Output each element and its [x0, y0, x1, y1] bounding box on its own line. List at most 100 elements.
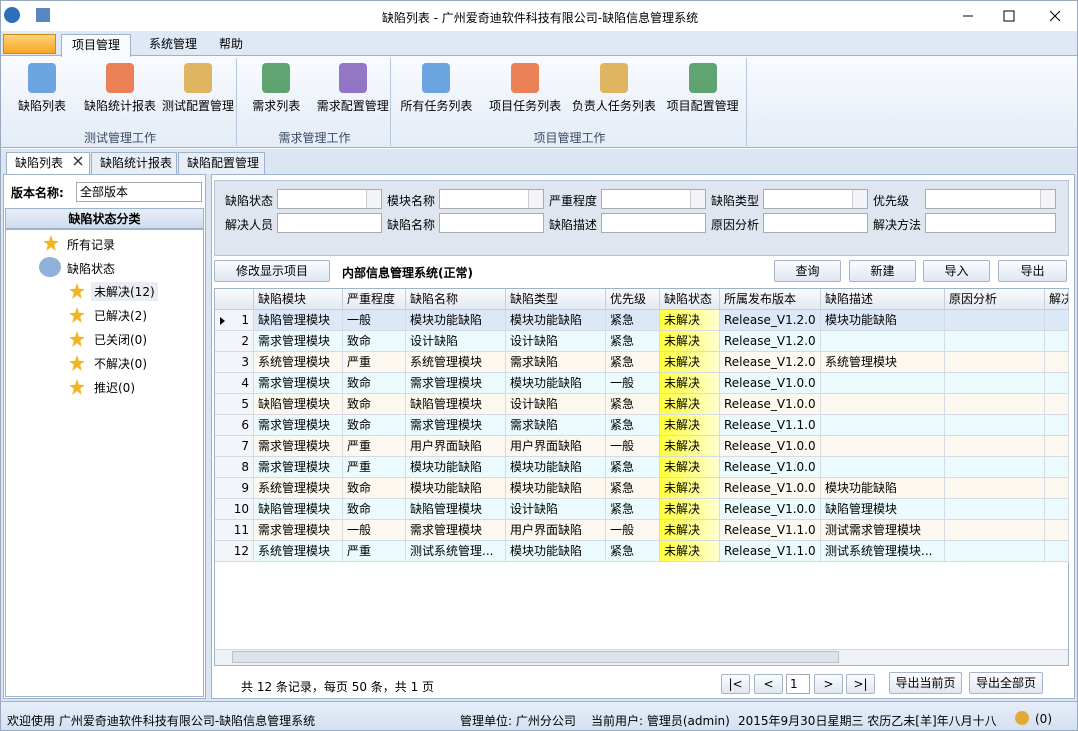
table-cell[interactable]: Release_V1.0.0 [720, 394, 821, 415]
table-cell[interactable] [945, 436, 1045, 457]
table-cell[interactable]: 用户界面缺陷 [406, 436, 506, 457]
table-cell[interactable]: Release_V1.2.0 [720, 352, 821, 373]
table-cell[interactable] [945, 352, 1045, 373]
table-cell[interactable] [821, 394, 945, 415]
edit-columns-button[interactable]: 修改显示项目 [214, 260, 330, 282]
tree-node[interactable]: 已解决(2) [94, 309, 147, 323]
ribbon-icon[interactable] [106, 63, 134, 93]
toolbar-button[interactable]: 导出 [998, 260, 1067, 282]
table-cell[interactable] [945, 415, 1045, 436]
column-header[interactable]: 缺陷状态 [660, 289, 720, 310]
table-cell[interactable]: 设计缺陷 [506, 499, 606, 520]
table-cell[interactable] [821, 373, 945, 394]
filter-input[interactable] [439, 189, 544, 209]
table-cell[interactable]: 未解决 [660, 415, 720, 436]
table-cell[interactable]: Release_V1.2.0 [720, 331, 821, 352]
table-cell[interactable]: 系统管理模块 [254, 352, 343, 373]
table-cell[interactable]: 缺陷管理模块 [254, 394, 343, 415]
column-header[interactable]: 缺陷模块 [254, 289, 343, 310]
table-cell[interactable]: 未解决 [660, 520, 720, 541]
dropdown-arrow[interactable] [528, 190, 543, 208]
table-cell[interactable]: 一般 [343, 520, 406, 541]
table-cell[interactable]: 缺陷管理模块 [254, 310, 343, 331]
table-cell[interactable] [945, 310, 1045, 331]
table-cell[interactable]: 严重 [343, 436, 406, 457]
ribbon-button[interactable]: 项目任务列表 [489, 99, 562, 113]
table-cell[interactable]: 未解决 [660, 310, 720, 331]
table-cell[interactable] [821, 457, 945, 478]
table-cell[interactable]: 模块功能缺陷 [506, 541, 606, 562]
table-cell[interactable]: 需求管理模块 [254, 436, 343, 457]
table-cell[interactable]: 模块功能缺陷 [506, 310, 606, 331]
column-header[interactable]: 严重程度 [343, 289, 406, 310]
table-cell[interactable]: 需求缺陷 [506, 352, 606, 373]
table-cell[interactable]: 致命 [343, 373, 406, 394]
export-button[interactable]: 导出当前页 [889, 672, 962, 694]
table-cell[interactable]: 缺陷管理模块 [406, 499, 506, 520]
tree-node[interactable]: 缺陷状态 [67, 262, 116, 276]
filter-input[interactable] [763, 189, 868, 209]
window-controls[interactable] [951, 1, 1078, 31]
tree-node[interactable]: 所有记录 [67, 238, 116, 252]
table-cell[interactable]: 一般 [606, 373, 660, 394]
ribbon-icon[interactable] [184, 63, 212, 93]
filter-input[interactable] [439, 213, 544, 233]
tree-node[interactable]: 未解决(12) [91, 282, 158, 301]
toolbar-button[interactable]: 导入 [923, 260, 990, 282]
pager-nav-button[interactable]: |< [721, 674, 750, 694]
filter-input[interactable] [763, 213, 868, 233]
table-cell[interactable] [945, 541, 1045, 562]
table-cell[interactable]: 紧急 [606, 331, 660, 352]
table-cell[interactable]: 模块功能缺陷 [821, 310, 945, 331]
table-cell[interactable] [945, 520, 1045, 541]
table-cell[interactable]: 测试系统管理模块... [821, 541, 945, 562]
table-cell[interactable]: 模块功能缺陷 [821, 478, 945, 499]
table-cell[interactable]: 致命 [343, 499, 406, 520]
quick-access[interactable] [36, 8, 50, 22]
table-cell[interactable]: 需求管理模块 [254, 331, 343, 352]
column-header[interactable]: 原因分析 [945, 289, 1045, 310]
document-tab[interactable]: 缺陷统计报表 [91, 152, 177, 174]
document-tab[interactable]: 缺陷列表 [6, 152, 90, 174]
export-button[interactable]: 导出全部页 [969, 672, 1043, 694]
table-cell[interactable]: 一般 [606, 436, 660, 457]
tree-node[interactable]: 已关闭(0) [94, 333, 147, 347]
table-cell[interactable] [945, 499, 1045, 520]
table-cell[interactable]: 未解决 [660, 436, 720, 457]
ribbon-icon[interactable] [28, 63, 56, 93]
table-cell[interactable]: 系统管理模块 [254, 478, 343, 499]
table-cell[interactable]: Release_V1.0.0 [720, 457, 821, 478]
table-cell[interactable]: Release_V1.2.0 [720, 310, 821, 331]
table-cell[interactable] [945, 478, 1045, 499]
filter-input[interactable] [601, 189, 706, 209]
ribbon-icon[interactable] [688, 63, 717, 93]
ribbon-tab[interactable]: 项目管理 [61, 34, 131, 57]
table-cell[interactable] [821, 331, 945, 352]
table-cell[interactable]: 紧急 [606, 478, 660, 499]
table-cell[interactable]: Release_V1.0.0 [720, 373, 821, 394]
toolbar-button[interactable]: 新建 [849, 260, 916, 282]
column-header[interactable]: 缺陷名称 [406, 289, 506, 310]
table-cell[interactable]: 需求管理模块 [254, 415, 343, 436]
filter-input[interactable] [601, 213, 706, 233]
table-cell[interactable]: 未解决 [660, 478, 720, 499]
filter-input[interactable] [925, 189, 1056, 209]
table-cell[interactable] [945, 373, 1045, 394]
tree-node[interactable]: 推迟(0) [94, 381, 135, 395]
filter-input[interactable] [277, 213, 382, 233]
table-cell[interactable]: 模块功能缺陷 [506, 457, 606, 478]
ribbon-icon[interactable] [338, 63, 367, 93]
table-cell[interactable] [945, 394, 1045, 415]
ribbon-button[interactable]: 需求配置管理 [316, 99, 389, 113]
table-cell[interactable] [821, 415, 945, 436]
table-cell[interactable]: 一般 [343, 310, 406, 331]
table-cell[interactable]: 需求管理模块 [254, 520, 343, 541]
table-cell[interactable]: 模块功能缺陷 [406, 310, 506, 331]
table-cell[interactable]: 测试系统管理... [406, 541, 506, 562]
file-menu[interactable] [3, 34, 56, 54]
table-cell[interactable]: 模块功能缺陷 [506, 373, 606, 394]
page-input[interactable]: 1 [786, 674, 810, 694]
table-cell[interactable]: 缺陷管理模块 [406, 394, 506, 415]
ribbon-icon[interactable] [262, 63, 291, 93]
table-cell[interactable]: 用户界面缺陷 [506, 436, 606, 457]
